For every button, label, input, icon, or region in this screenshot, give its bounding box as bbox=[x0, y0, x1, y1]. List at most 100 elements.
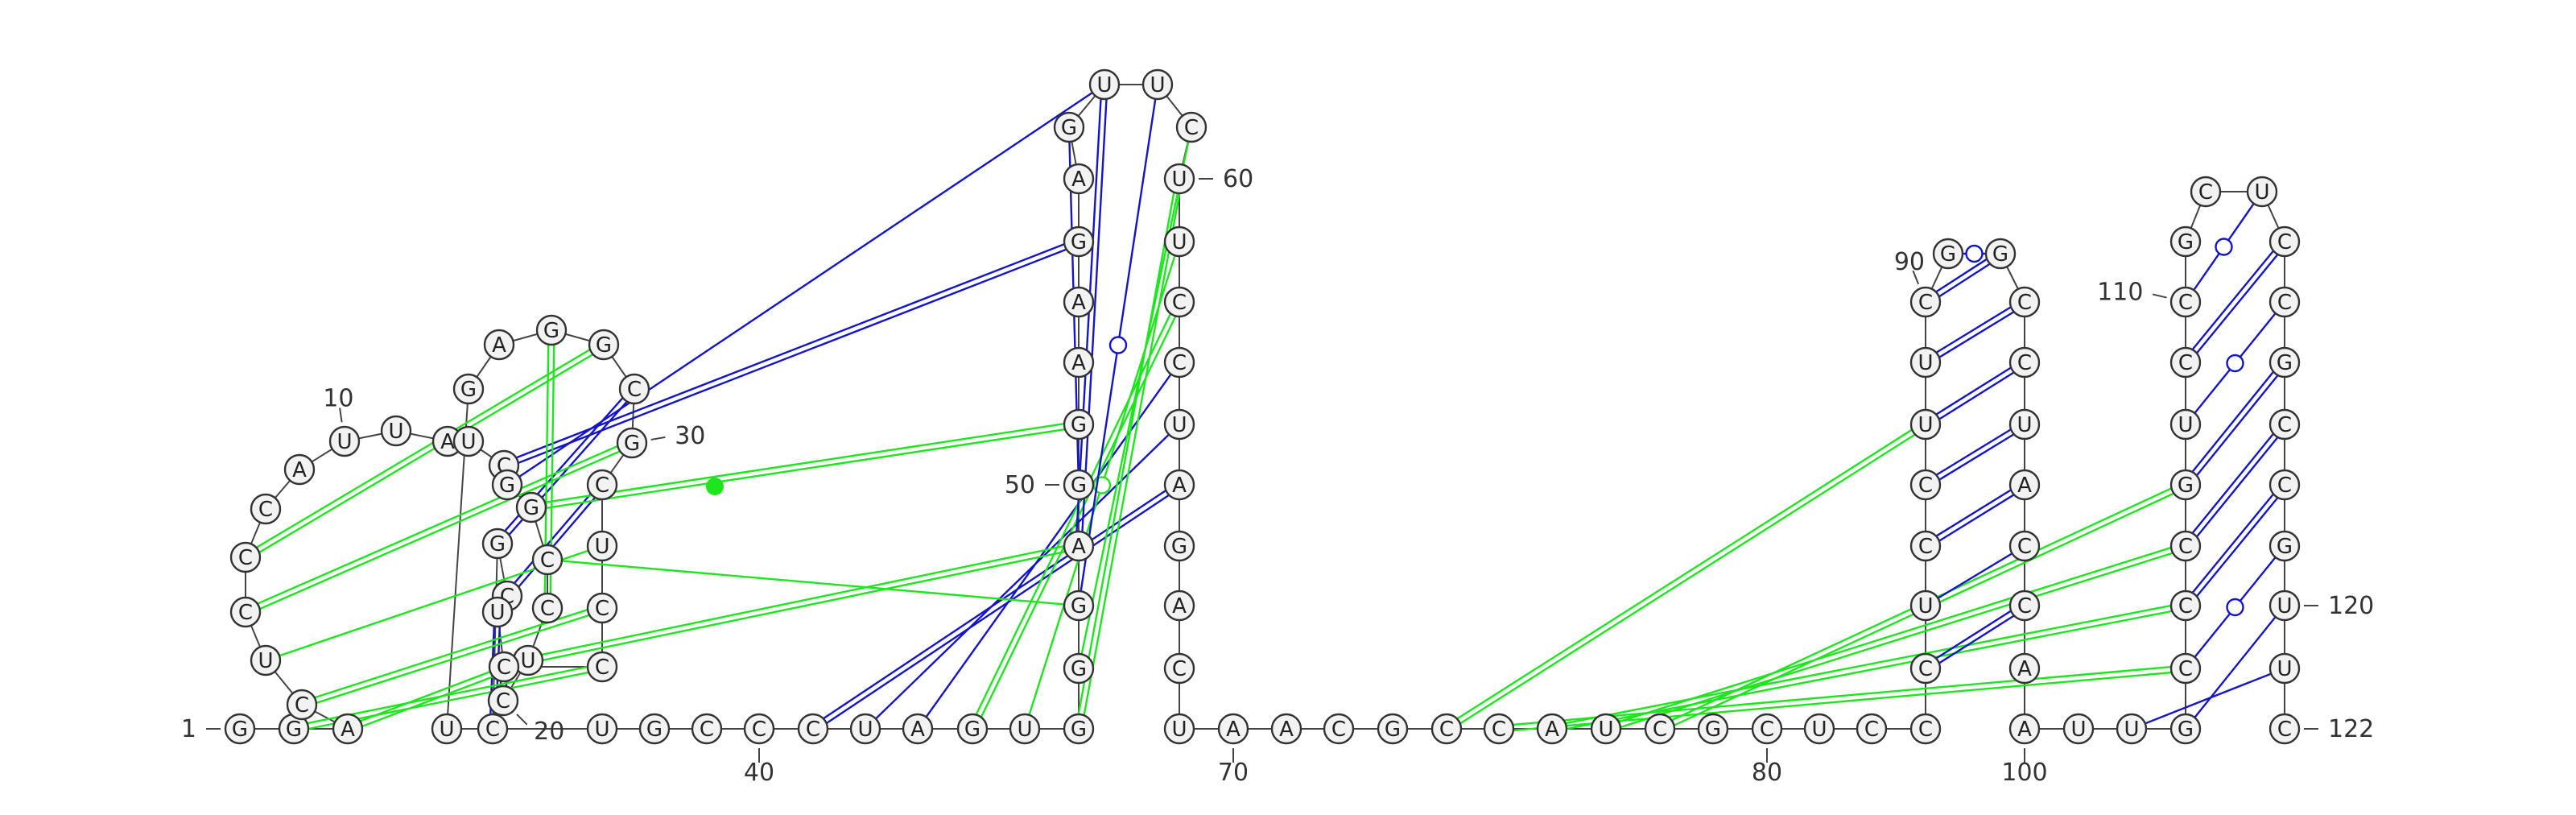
nucleotide-93: C bbox=[2010, 288, 2039, 316]
nucleotide-letter: G bbox=[964, 718, 980, 742]
nucleotide-106: C bbox=[2171, 532, 2200, 561]
nucleotide-letter: G bbox=[1705, 718, 1721, 742]
nucleotide-letter: C bbox=[2017, 351, 2032, 375]
nucleotide-96: A bbox=[2010, 470, 2039, 499]
nucleotide-letter: U bbox=[2277, 657, 2292, 681]
nucleotide-letter: U bbox=[857, 718, 873, 742]
base-pair-87-95 bbox=[1937, 429, 2014, 479]
nucleotide-109: C bbox=[2171, 348, 2200, 377]
position-number: 110 bbox=[2097, 279, 2143, 307]
nucleotide-97: C bbox=[2010, 532, 2039, 561]
nucleotide-13: U bbox=[454, 427, 483, 456]
pair-line bbox=[1939, 494, 2013, 540]
nucleotide-11: U bbox=[382, 416, 411, 445]
nucleotide-letter: U bbox=[336, 430, 352, 454]
pair-line bbox=[1460, 435, 1915, 724]
nucleotide-letter: U bbox=[1598, 718, 1613, 742]
nucleotide-29: C bbox=[588, 470, 617, 499]
nucleotide-letter: C bbox=[1760, 718, 1774, 742]
position-label-122: 122 bbox=[2328, 715, 2374, 743]
nucleotide-119: G bbox=[2270, 532, 2299, 561]
nucleotide-64: U bbox=[1165, 410, 1194, 439]
nucleotide-letter: C bbox=[2178, 351, 2193, 375]
nucleotide-letter: A bbox=[910, 718, 925, 742]
position-tick bbox=[2153, 294, 2167, 297]
nucleotide-letter: G bbox=[1071, 718, 1087, 742]
pair-line bbox=[1939, 434, 2013, 479]
nucleotide-letter: U bbox=[2178, 413, 2193, 437]
nucleotide-54: G bbox=[1064, 227, 1093, 256]
position-number: 90 bbox=[1894, 248, 1925, 276]
nucleotide-letter: C bbox=[1172, 351, 1187, 375]
position-number: 80 bbox=[1752, 759, 1782, 787]
position-label-40: 40 bbox=[744, 759, 774, 787]
base-pair-108-115 bbox=[2194, 313, 2275, 413]
nucleotide-33: G bbox=[537, 316, 566, 345]
nucleotide-111: G bbox=[2171, 227, 2200, 256]
nucleotide-76: A bbox=[1538, 714, 1567, 743]
nucleotide-39: C bbox=[692, 714, 721, 743]
position-number: 10 bbox=[323, 385, 353, 413]
pair-line bbox=[2240, 313, 2276, 357]
position-label-110: 110 bbox=[2097, 279, 2143, 307]
nucleotide-87: C bbox=[1911, 470, 1940, 499]
nucleotide-83: C bbox=[1911, 714, 1940, 743]
pair-line bbox=[2197, 375, 2277, 475]
wobble-pair-marker bbox=[1110, 337, 1126, 354]
nucleotide-letter: C bbox=[497, 656, 511, 680]
pair-line bbox=[1084, 193, 1180, 715]
nucleotide-letter: C bbox=[2017, 291, 2032, 315]
nucleotide-letter: U bbox=[2254, 180, 2269, 205]
pair-line bbox=[1566, 606, 2171, 723]
nucleotide-letter: A bbox=[1279, 718, 1294, 742]
nucleotide-74: C bbox=[1432, 714, 1461, 743]
pair-line bbox=[1082, 142, 1189, 655]
nucleotide-letter: G bbox=[1940, 242, 1956, 267]
base-pair-layer bbox=[257, 93, 2278, 730]
nucleotide-63: C bbox=[1165, 348, 1194, 377]
nucleotide-letter: C bbox=[2277, 474, 2292, 498]
nucleotide-letter: C bbox=[2277, 291, 2292, 315]
nucleotide-letter: C bbox=[806, 718, 820, 742]
nucleotide-91: G bbox=[1934, 239, 1963, 268]
nucleotide-letter: U bbox=[520, 649, 535, 673]
nucleotide-103: G bbox=[2171, 714, 2200, 743]
position-label-70: 70 bbox=[1218, 759, 1249, 787]
pair-line bbox=[1936, 490, 2010, 536]
position-number: 120 bbox=[2328, 592, 2374, 620]
nucleotide-94: C bbox=[2010, 348, 2039, 377]
nucleotide-letter: A bbox=[2017, 718, 2032, 742]
position-label-10: 10 bbox=[323, 385, 353, 413]
position-label-90: 90 bbox=[1894, 248, 1925, 276]
nucleotide-31: C bbox=[620, 374, 649, 403]
nucleotide-letter: C bbox=[1918, 291, 1933, 315]
nucleotide-letter: U bbox=[1171, 230, 1187, 254]
nucleotide-letter: C bbox=[1918, 657, 1933, 681]
nucleotide-letter: C bbox=[295, 693, 309, 718]
nucleotide-letter: C bbox=[2277, 230, 2292, 254]
nucleotide-50: G bbox=[1064, 470, 1093, 499]
position-label-120: 120 bbox=[2328, 592, 2374, 620]
nucleotide-letter: G bbox=[624, 432, 640, 456]
base-pair-77-106 bbox=[1619, 548, 2173, 727]
nucleotide-82: C bbox=[1857, 714, 1886, 743]
nucleotide-100: A bbox=[2010, 714, 2039, 743]
nucleotide-letter: A bbox=[1226, 718, 1241, 742]
pair-line bbox=[2228, 204, 2254, 240]
position-number: 122 bbox=[2328, 715, 2374, 743]
nucleotide-letter: U bbox=[1811, 718, 1827, 742]
nucleotide-15: G bbox=[493, 470, 522, 499]
nucleotide-73: G bbox=[1378, 714, 1407, 743]
nucleotide-7: C bbox=[231, 543, 260, 572]
nucleotide-letter: C bbox=[1172, 291, 1187, 315]
nucleotide-letter: A bbox=[2017, 657, 2032, 681]
nucleotide-letter: C bbox=[752, 718, 766, 742]
nucleotide-38: G bbox=[640, 714, 669, 743]
nucleotide-55: A bbox=[1064, 164, 1093, 193]
nucleotide-letter: U bbox=[1096, 73, 1112, 97]
nucleotide-letter: G bbox=[2178, 718, 2194, 742]
nucleotide-27: C bbox=[588, 594, 617, 623]
nucleotide-letter: C bbox=[540, 548, 555, 573]
pair-line bbox=[2193, 251, 2273, 350]
